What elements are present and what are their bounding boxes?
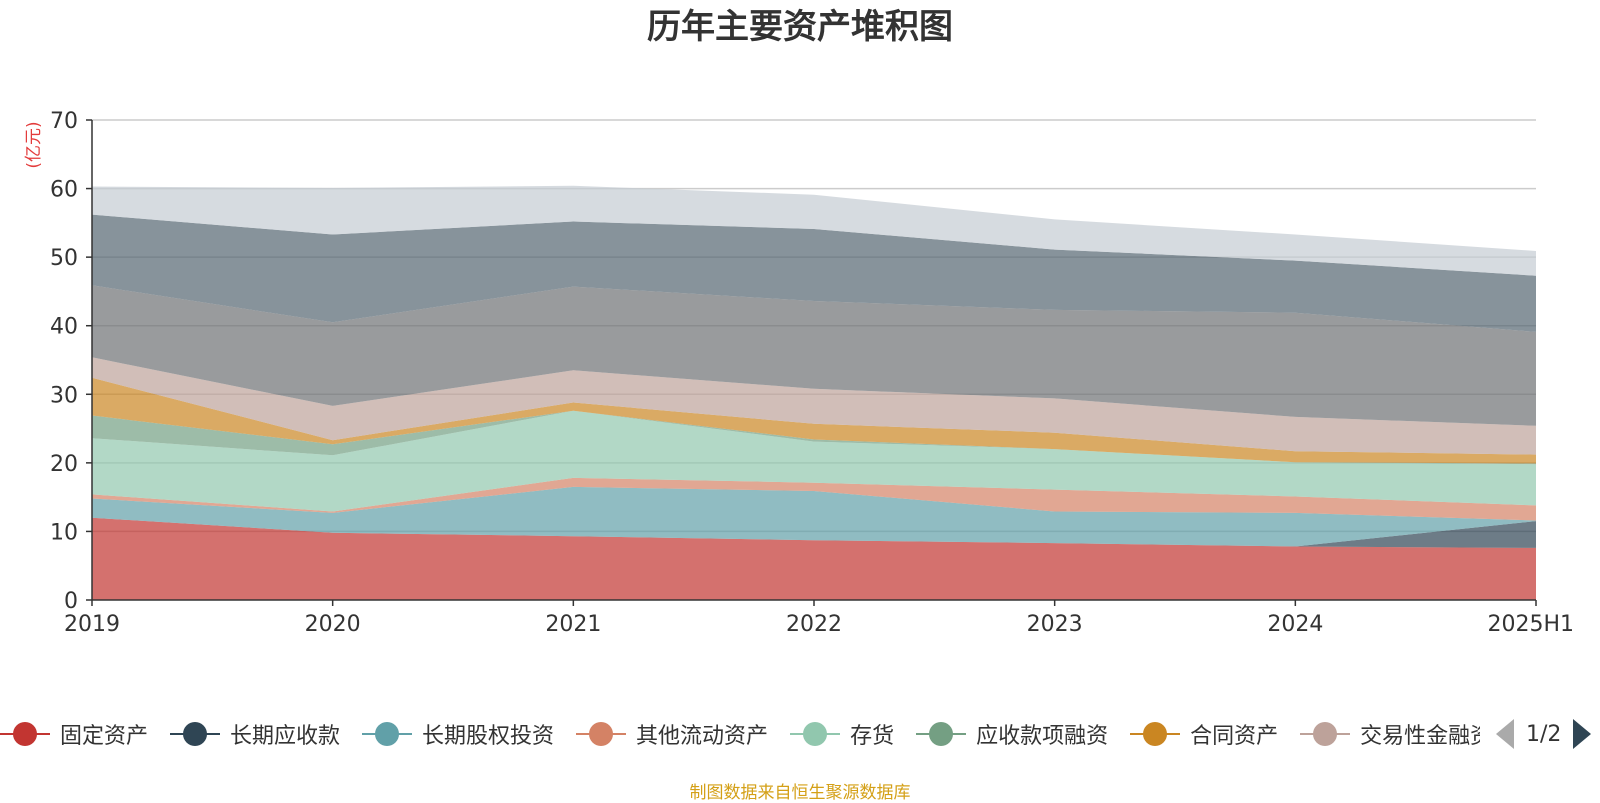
area-series [92, 185, 1536, 600]
area-series-2 [92, 517, 1536, 548]
legend-item-2[interactable]: 长期应收款 [170, 718, 340, 750]
legend-marker-icon [362, 721, 413, 747]
axes: 0 10 20 30 40 50 60 70 2019 2020 2021 2022 2023 2024 2… [50, 109, 1574, 637]
y-tick-label: 40 [50, 315, 78, 340]
y-tick-label: 50 [50, 246, 78, 271]
y-tick-label: 20 [50, 452, 78, 477]
legend-item-1[interactable]: 固定资产 [0, 718, 148, 750]
area-series-7 [92, 377, 1536, 464]
area-series-8 [92, 357, 1536, 455]
legend-label: 合同资产 [1190, 724, 1279, 749]
legend: 固定资产 长期应收款 长期股权投资 其他流动资产 存货 应收款项融资 合同资产 交易性金融资产… [0, 712, 1480, 756]
legend-label: 固定资产 [60, 724, 149, 749]
legend-item-8[interactable]: 交易性金融资产 [1300, 718, 1480, 750]
legend-label: 长期应收款 [230, 724, 341, 749]
legend-marker-icon [916, 721, 967, 747]
legend-item-6[interactable]: 应收款项融资 [916, 718, 1108, 750]
legend-label: 其他流动资产 [636, 724, 769, 749]
legend-label: 存货 [850, 724, 895, 749]
data-source-note: 制图数据来自恒生聚源数据库 [689, 783, 911, 803]
legend-item-5[interactable]: 存货 [790, 718, 894, 750]
legend-page-indicator: 1/2 [1526, 721, 1562, 747]
x-tick-label: 2024 [1267, 612, 1323, 637]
legend-marker-icon [170, 721, 221, 747]
x-tick-label: 2019 [64, 612, 120, 637]
x-tick-label: 2021 [545, 612, 601, 637]
area-series-4 [92, 477, 1536, 521]
legend-next-page-icon[interactable] [1573, 719, 1592, 749]
legend-items: 固定资产 长期应收款 长期股权投资 其他流动资产 存货 应收款项融资 合同资产 交易性金融资产… [0, 712, 1480, 756]
area-series-1 [92, 517, 1536, 600]
legend-marker-icon [0, 721, 50, 747]
y-tick-label: 30 [50, 383, 78, 408]
area-series-3 [92, 486, 1536, 547]
area-series-10 [92, 214, 1536, 332]
legend-item-7[interactable]: 合同资产 [1130, 718, 1278, 750]
area-series-9 [92, 285, 1536, 426]
area-series-11 [92, 185, 1536, 276]
legend-pager: 1/2 [1496, 716, 1592, 752]
y-axis-label: (亿元) [24, 121, 44, 168]
legend-marker-icon [1130, 721, 1181, 747]
y-tick-label: 60 [50, 178, 78, 203]
x-tick-label: 2023 [1027, 612, 1083, 637]
y-tick-label: 0 [64, 589, 78, 614]
legend-marker-icon [576, 721, 627, 747]
chart-title: 历年主要资产堆积图 [647, 7, 953, 47]
x-tick-label: 2022 [786, 612, 842, 637]
legend-marker-icon [790, 721, 841, 747]
y-tick-label: 10 [50, 520, 78, 545]
x-tick-label: 2020 [305, 612, 361, 637]
area-series-5 [92, 410, 1536, 512]
legend-item-4[interactable]: 其他流动资产 [576, 718, 768, 750]
y-tick-label: 70 [50, 109, 78, 134]
legend-label: 长期股权投资 [422, 724, 555, 749]
legend-marker-icon [1300, 721, 1351, 747]
legend-label: 应收款项融资 [976, 724, 1109, 749]
x-tick-label: 2025H1 [1487, 612, 1574, 637]
legend-item-3[interactable]: 长期股权投资 [362, 718, 554, 750]
legend-label: 交易性金融资产 [1360, 724, 1480, 749]
legend-prev-page-icon[interactable] [1496, 719, 1514, 749]
